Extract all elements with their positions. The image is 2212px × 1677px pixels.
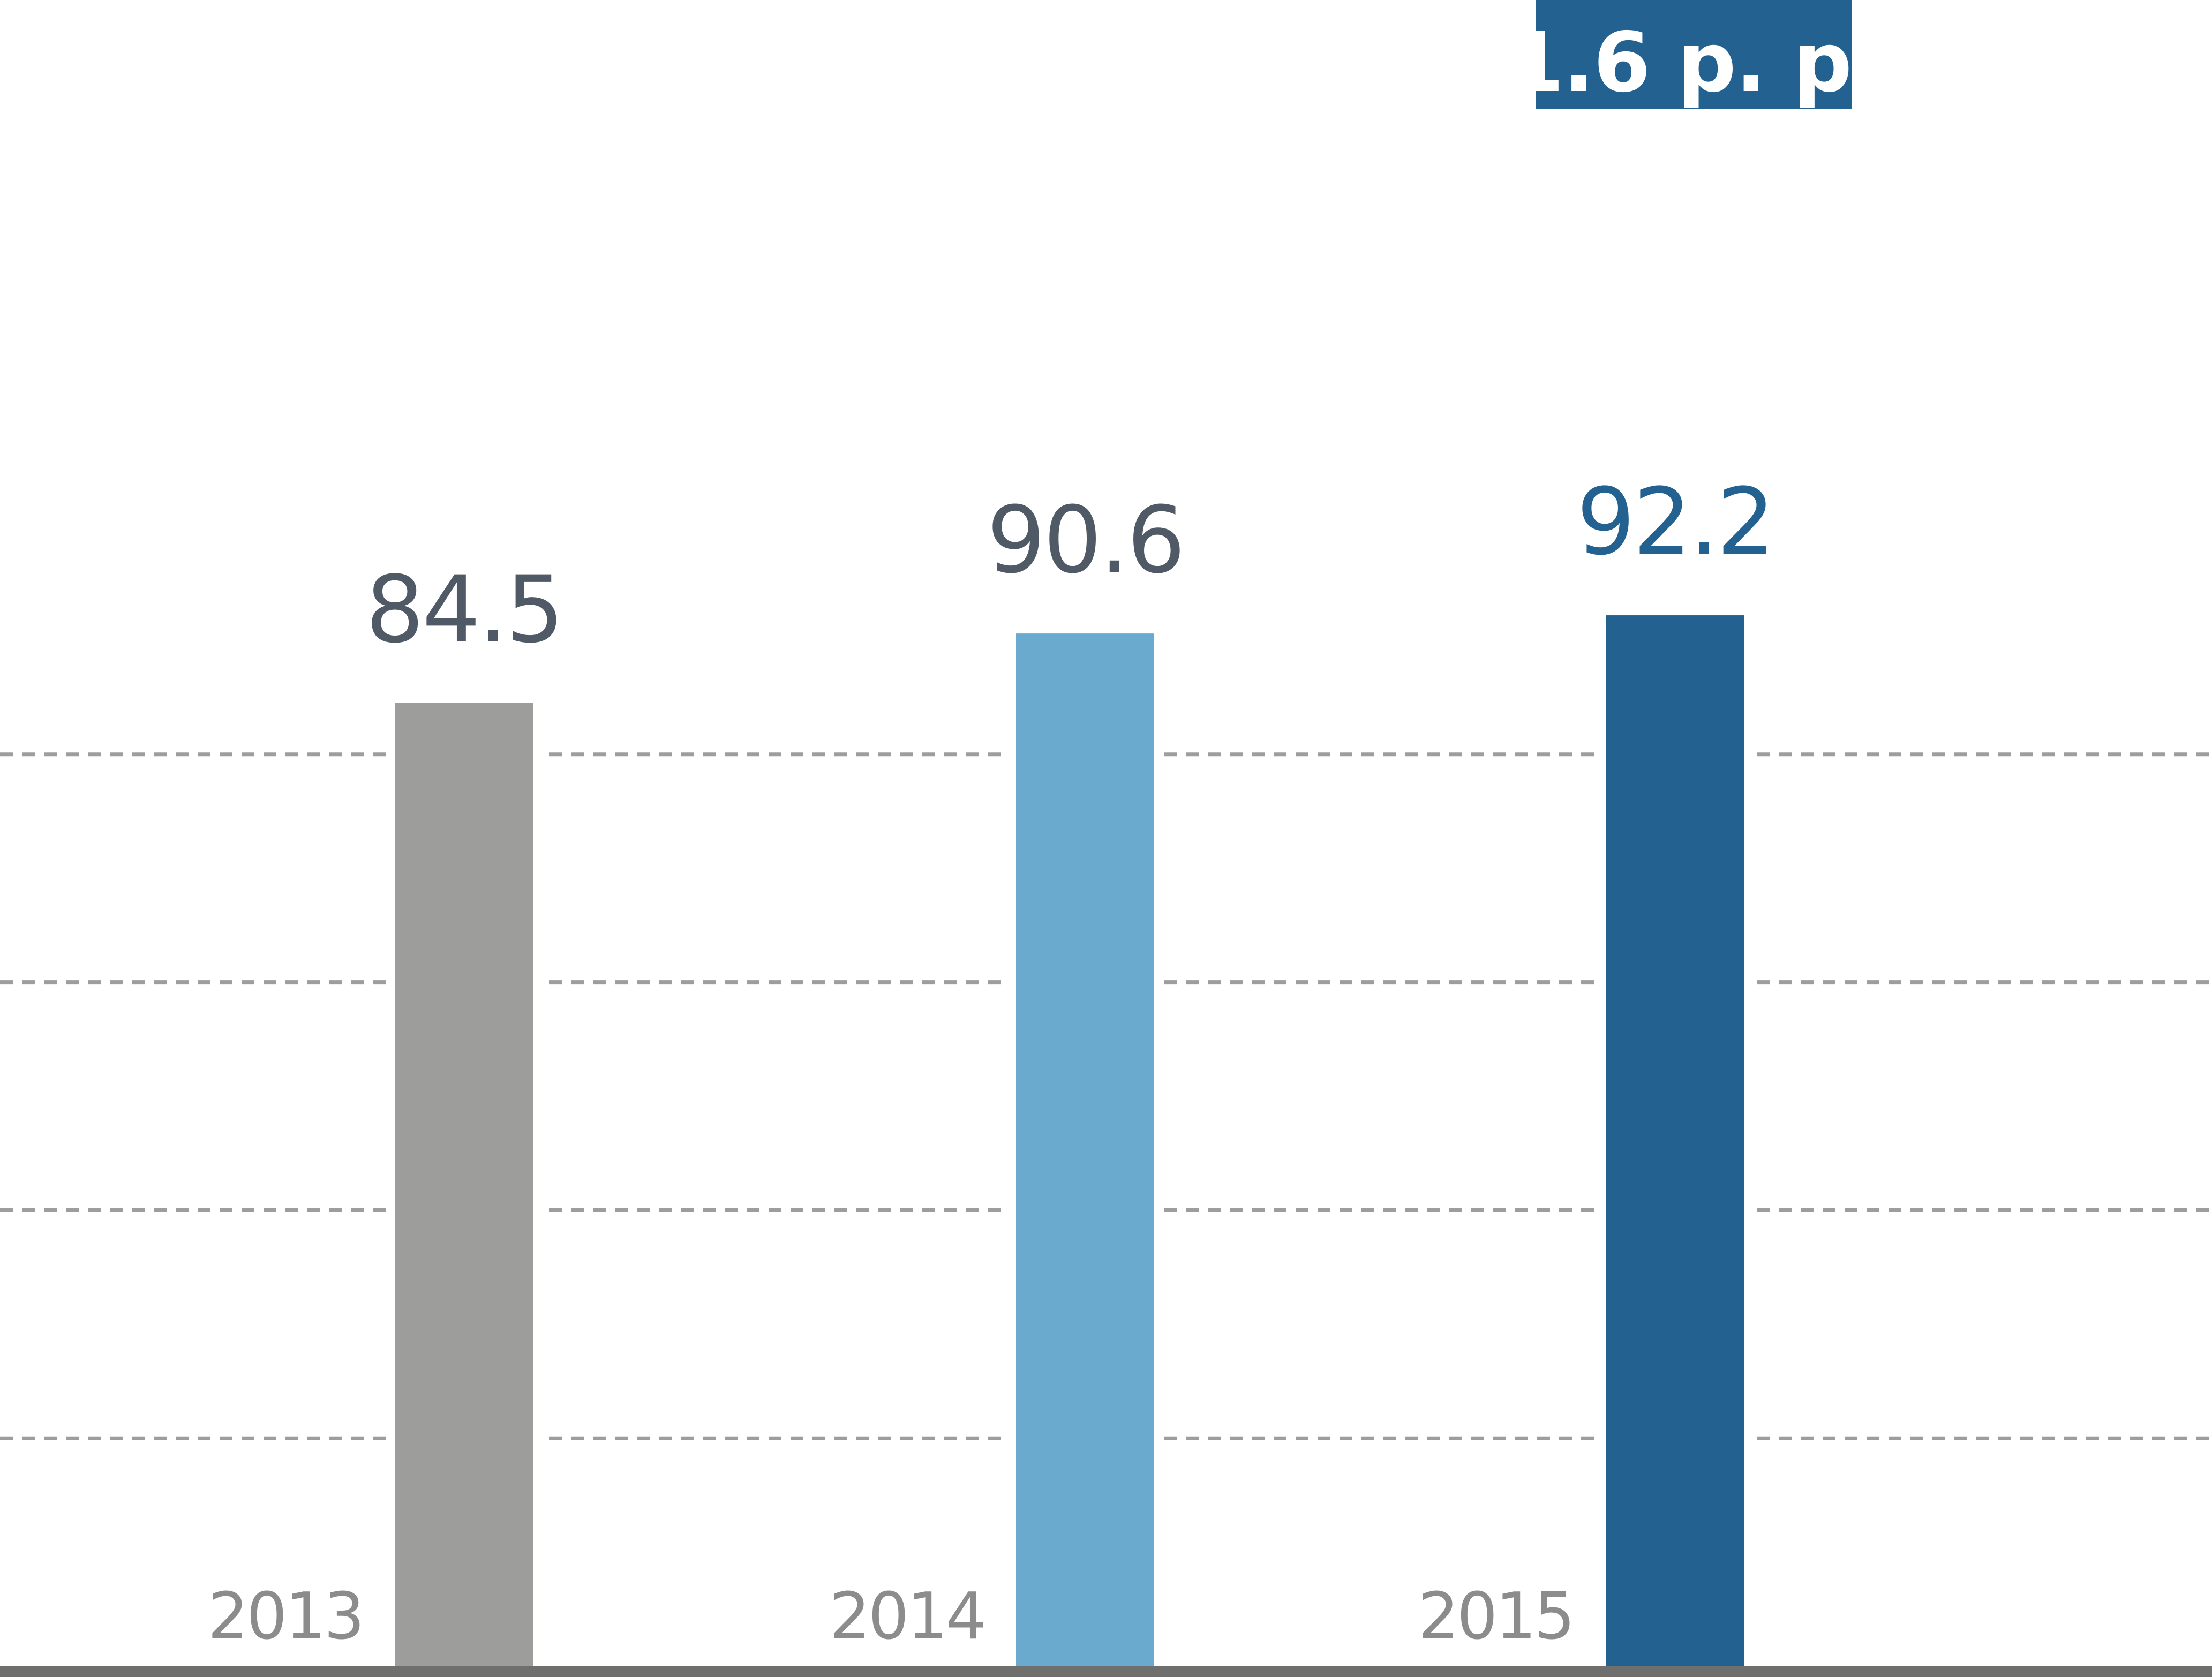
change-annotation: 1.6 p. p. — [1507, 0, 1883, 111]
bar-2013 — [395, 702, 533, 1666]
change-badge-text: 1.6 p. p. — [1507, 15, 1882, 111]
year-labels: 2013 2014 2015 — [208, 1580, 1575, 1654]
value-labels: 84.5 90.6 92.2 — [366, 468, 1775, 663]
year-label-2013: 2013 — [208, 1580, 363, 1654]
year-label-2014: 2014 — [830, 1580, 984, 1654]
value-label-2013: 84.5 — [366, 556, 562, 663]
value-label-2014: 90.6 — [987, 486, 1184, 594]
bar-2015 — [1606, 615, 1744, 1666]
year-label-2015: 2015 — [1418, 1580, 1573, 1654]
value-label-2015: 92.2 — [1577, 468, 1773, 576]
change-badge — [1536, 0, 1852, 109]
bars — [386, 615, 1752, 1666]
bar-2014 — [1016, 633, 1154, 1666]
x-axis-baseline — [0, 1666, 2212, 1677]
